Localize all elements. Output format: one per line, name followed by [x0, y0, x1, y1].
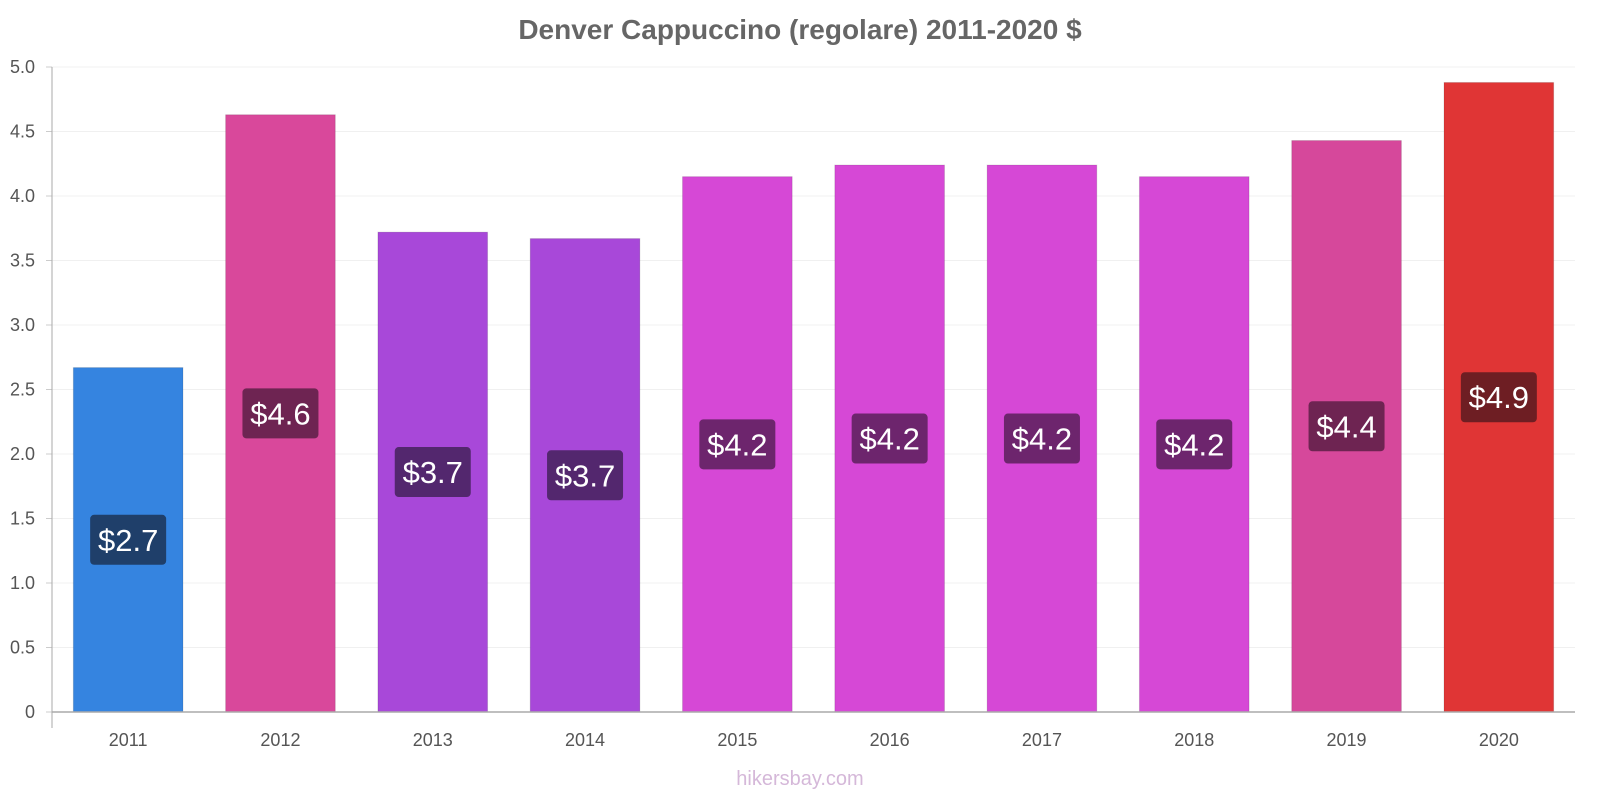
- x-tick-label: 2015: [717, 730, 757, 750]
- data-label: $4.2: [707, 427, 767, 462]
- data-label-box: [1460, 372, 1537, 423]
- axes: 0 0.5 1.0 1.5 2.0 2.5 3.0 3.5 4.0 4.5 5.0 2011 2012 2…: [10, 57, 1575, 750]
- y-tick-label: 4.5: [10, 122, 35, 142]
- data-label-box: [90, 514, 167, 565]
- y-tick-label: 1.5: [10, 509, 35, 529]
- data-label-box: [1156, 419, 1233, 470]
- x-tick-label: 2016: [870, 730, 910, 750]
- data-label: $4.6: [250, 396, 310, 431]
- x-tick-label: 2020: [1479, 730, 1519, 750]
- y-tick-label: 3.5: [10, 251, 35, 271]
- data-label: $4.2: [1012, 422, 1072, 457]
- x-tick-label: 2013: [413, 730, 453, 750]
- data-label: $4.2: [1164, 427, 1224, 462]
- data-labels: $2.7 $4.6 $3.7 $3.7 $4.2 $4.2 $4.2 $4.2 $4.4 $4.9: [90, 372, 1537, 565]
- x-tick-label: 2018: [1174, 730, 1214, 750]
- data-label-box: [699, 419, 776, 470]
- y-tick-label: 4.0: [10, 186, 35, 206]
- data-label: $4.4: [1316, 409, 1376, 444]
- y-tick-label: 2.0: [10, 444, 35, 464]
- x-tick-label: 2017: [1022, 730, 1062, 750]
- data-label: $4.9: [1469, 380, 1529, 415]
- x-tick-label: 2011: [109, 730, 148, 750]
- x-tick-label: 2014: [565, 730, 605, 750]
- data-label-box: [394, 447, 471, 498]
- source-watermark: hikersbay.com: [736, 768, 864, 790]
- data-label: $3.7: [555, 458, 615, 493]
- x-tick-label: 2019: [1327, 730, 1367, 750]
- y-tick-label: 0.5: [10, 638, 35, 658]
- data-label: $2.7: [98, 523, 158, 558]
- data-label-box: [547, 450, 624, 501]
- chart-title: Denver Cappuccino (regolare) 2011-2020 $: [518, 14, 1082, 45]
- data-label-box: [242, 388, 319, 439]
- data-label-box: [851, 413, 928, 464]
- y-tick-label: 3.0: [10, 315, 35, 335]
- data-label-box: [1003, 413, 1080, 464]
- y-tick-label: 5.0: [10, 57, 35, 77]
- data-label-box: [1308, 401, 1385, 452]
- y-tick-label: 2.5: [10, 380, 35, 400]
- x-tick-label: 2012: [260, 730, 300, 750]
- y-tick-label: 1.0: [10, 573, 35, 593]
- y-tick-label: 0: [25, 702, 35, 722]
- data-label: $3.7: [403, 455, 463, 490]
- data-label: $4.2: [859, 422, 919, 457]
